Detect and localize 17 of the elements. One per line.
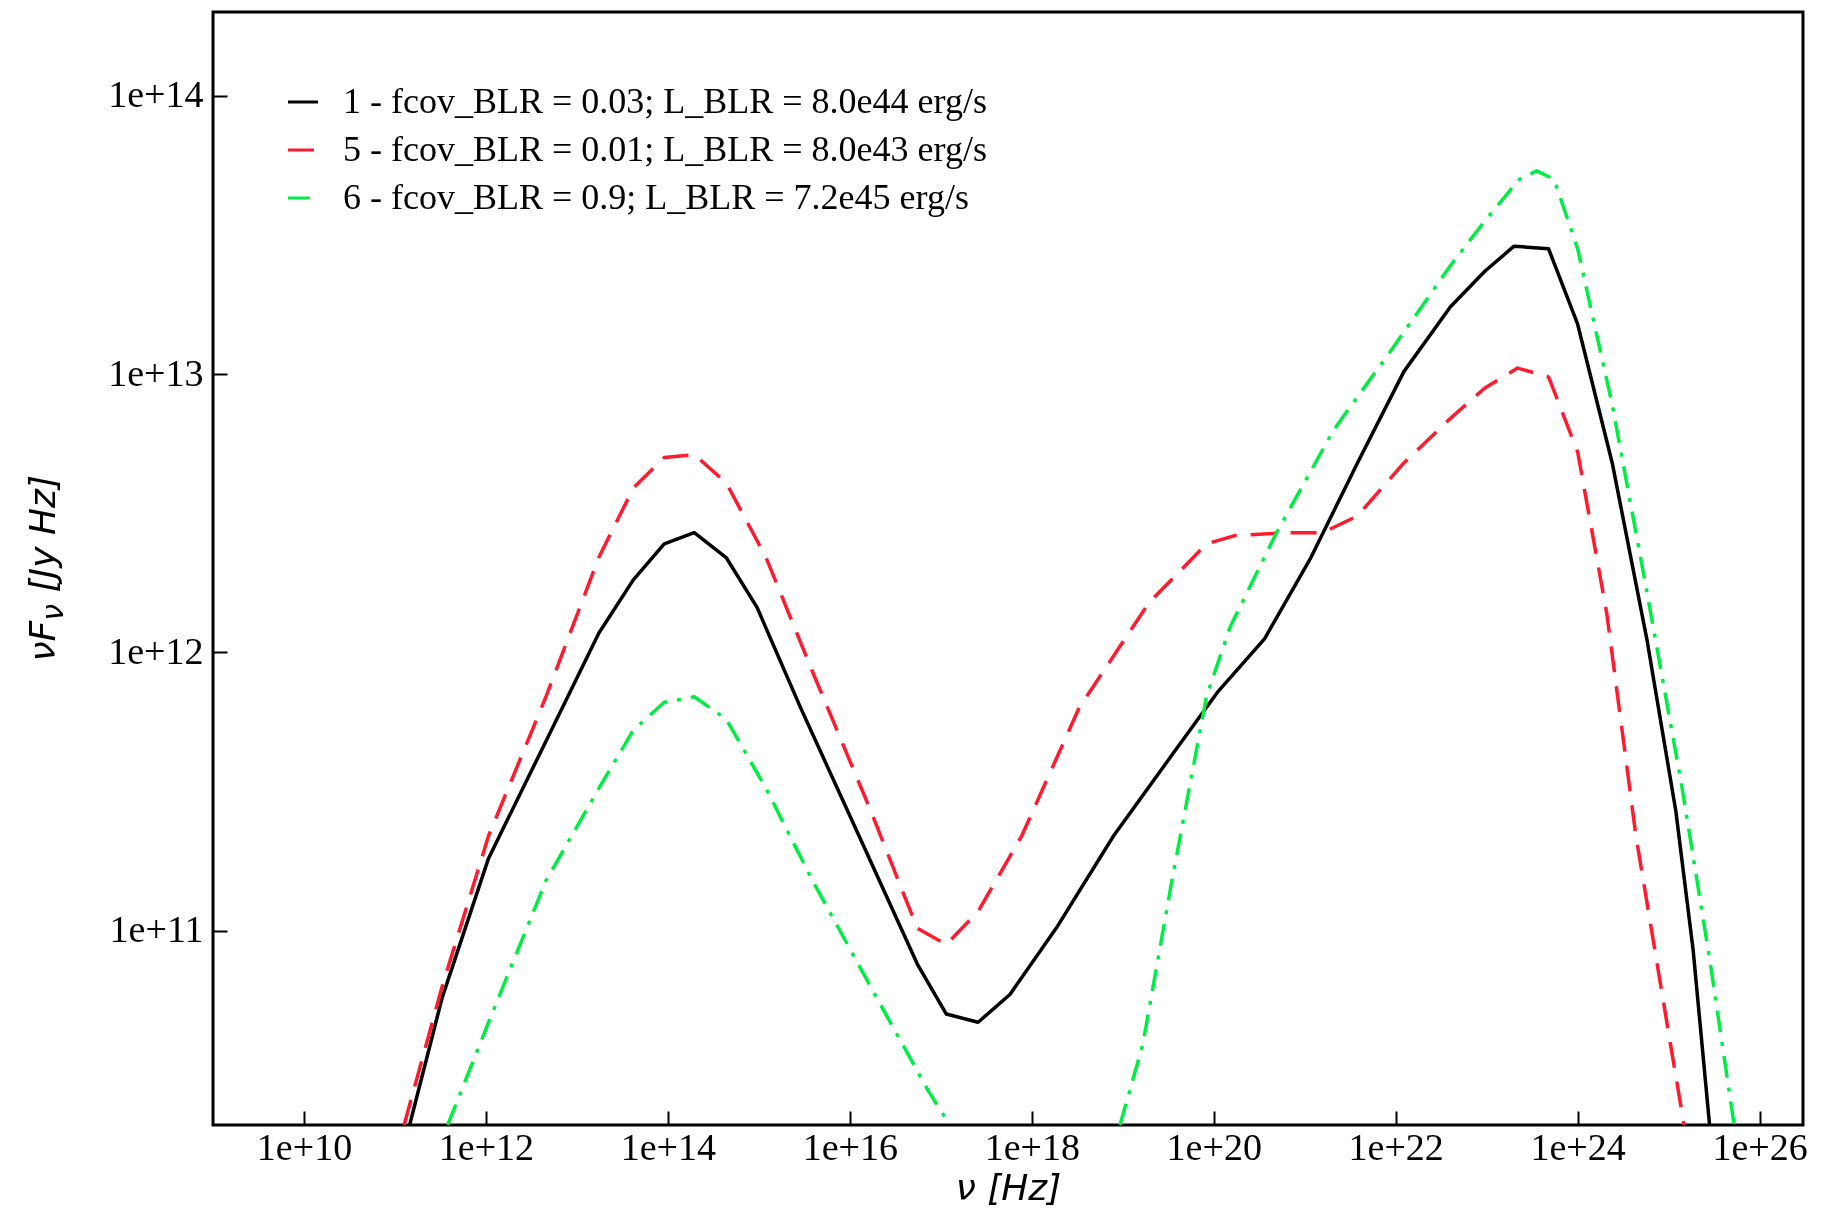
x-tick-label: 1e+18 xyxy=(984,1125,1080,1168)
legend-label: 1 - fcov_BLR = 0.03; L_BLR = 8.0e44 erg/s xyxy=(343,81,987,121)
legend-label: 5 - fcov_BLR = 0.01; L_BLR = 8.0e43 erg/s xyxy=(343,129,987,169)
x-tick-label: 1e+14 xyxy=(620,1125,717,1168)
legend-label: 6 - fcov_BLR = 0.9; L_BLR = 7.2e45 erg/s xyxy=(343,177,969,217)
y-tick-label: 1e+14 xyxy=(108,73,204,116)
x-tick-label: 1e+12 xyxy=(438,1125,535,1168)
x-axis-title: ν [Hz] xyxy=(955,1166,1062,1208)
x-tick-label: 1e+26 xyxy=(1712,1125,1808,1168)
y-tick-label: 1e+13 xyxy=(108,351,204,394)
x-tick-label: 1e+10 xyxy=(256,1125,353,1168)
y-tick-label: 1e+12 xyxy=(108,629,204,672)
x-tick-label: 1e+24 xyxy=(1530,1125,1626,1168)
x-tick-label: 1e+16 xyxy=(802,1125,898,1168)
y-tick-label: 1e+11 xyxy=(109,908,204,951)
x-tick-label: 1e+22 xyxy=(1348,1125,1444,1168)
x-tick-label: 1e+20 xyxy=(1166,1125,1262,1168)
